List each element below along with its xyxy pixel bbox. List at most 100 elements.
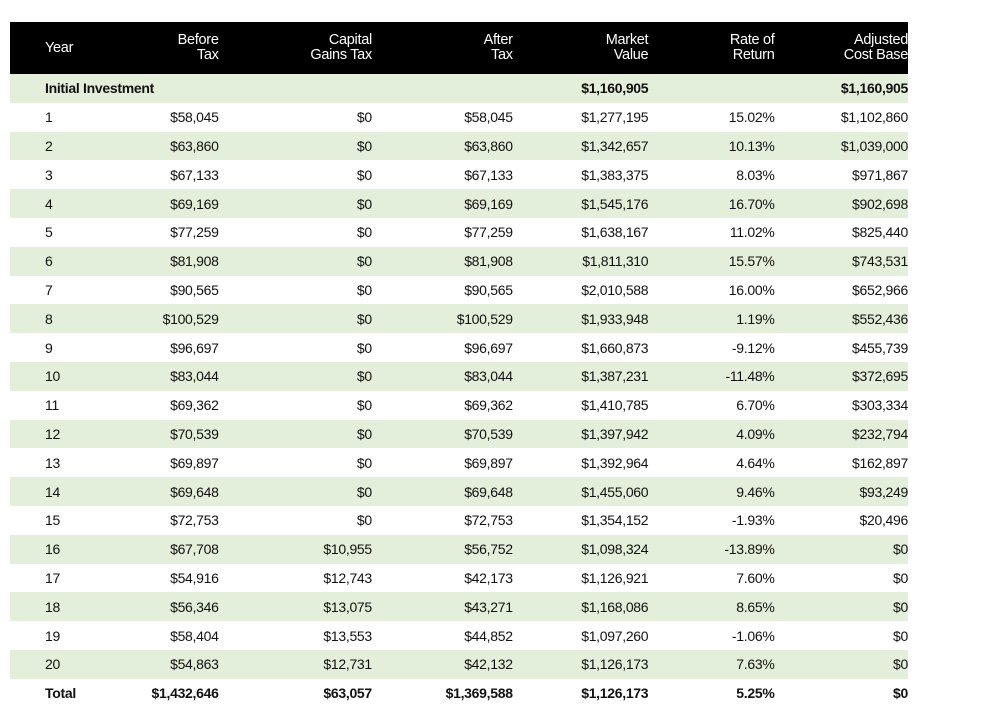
total-after-tax: $1,369,588 [445,685,513,702]
cell-year: 5 [45,224,53,241]
cell-capital-gains-tax: $0 [356,368,372,385]
cell-year: 7 [45,281,53,298]
cell-rate-of-return: 4.64% [736,454,775,471]
cell-after-tax: $83,044 [464,368,513,385]
cell-adjusted-cost-base: $162,897 [852,454,908,471]
table-row: 5 $77,259 $0 $77,259 $1,638,167 11.02% $825,44… [10,218,908,247]
cell-adjusted-cost-base: $652,966 [852,281,908,298]
cell-capital-gains-tax: $0 [356,109,372,126]
cell-after-tax: $69,169 [464,195,513,212]
cell-before-tax: $100,529 [162,310,219,327]
cell-after-tax: $81,908 [464,253,513,270]
header-line: Rate of [729,32,775,48]
cell-market-value: $1,342,657 [581,137,649,154]
cell-before-tax: $90,565 [170,281,219,298]
table-row: 7 $90,565 $0 $90,565 $2,010,588 16.00% $652,96… [10,276,908,305]
cell-year: 13 [45,454,60,471]
total-capital-gains-tax: $63,057 [323,685,372,702]
cell-rate-of-return: 1.19% [736,310,775,327]
header-adjusted-cost-base: Adjusted Cost Base [774,22,909,74]
table-row: 14 $69,648 $0 $69,648 $1,455,060 9.46% $93,249 [10,477,908,506]
table-row: 8 $100,529 $0 $100,529 $1,933,948 1.19% $552,4… [10,304,908,334]
cell-market-value: $1,392,964 [581,454,649,471]
cell-year: 12 [45,425,60,442]
cell-after-tax: $42,132 [464,656,513,673]
header-line: Gains Tax [310,47,372,63]
cell-after-tax: $70,539 [464,425,513,442]
cell-after-tax: $90,565 [464,281,513,298]
cell-before-tax: $54,863 [170,656,219,673]
header-line: Capital [328,32,372,48]
cell-adjusted-cost-base: $20,496 [859,512,908,529]
cell-year: 18 [45,598,60,615]
cell-rate-of-return: -13.89% [724,541,775,558]
cell-adjusted-cost-base: $552,436 [852,310,908,327]
cell-before-tax: $69,169 [170,195,219,212]
table-row: 3 $67,133 $0 $67,133 $1,383,375 8.03% $971,867 [10,160,908,189]
cell-rate-of-return: -1.93% [731,512,775,529]
cell-before-tax: $67,708 [170,541,219,558]
cell-adjusted-cost-base: $0 [893,656,908,673]
cell-capital-gains-tax: $0 [356,137,372,154]
table-row: 2 $63,860 $0 $63,860 $1,342,657 10.13% $1,039,… [10,131,908,161]
cell-before-tax: $69,362 [170,397,219,414]
cell-after-tax: $77,259 [464,224,513,241]
cell-before-tax: $63,860 [170,137,219,154]
cell-year: 1 [45,109,53,126]
cell-year: 14 [45,483,60,500]
cell-after-tax: $96,697 [464,339,513,356]
initial-adjusted-cost-base: $1,160,905 [840,80,908,97]
cell-adjusted-cost-base: $93,249 [859,483,908,500]
cell-rate-of-return: 7.60% [736,569,775,586]
cell-market-value: $1,455,060 [581,483,649,500]
table-row: 16 $67,708 $10,955 $56,752 $1,098,324 -13.89%… [10,534,908,564]
initial-investment-label: Initial Investment [45,80,154,97]
cell-after-tax: $42,173 [464,569,513,586]
cell-adjusted-cost-base: $0 [893,627,908,644]
cell-capital-gains-tax: $0 [356,397,372,414]
cell-after-tax: $56,752 [464,541,513,558]
cell-market-value: $1,126,921 [581,569,649,586]
cell-adjusted-cost-base: $743,531 [852,253,908,270]
cell-rate-of-return: 16.00% [728,281,775,298]
cell-year: 8 [45,310,53,327]
cell-capital-gains-tax: $0 [356,253,372,270]
cell-year: 4 [45,195,53,212]
cell-market-value: $1,168,086 [581,598,649,615]
table-cell [648,74,774,103]
cell-before-tax: $67,133 [170,166,219,183]
cell-after-tax: $72,753 [464,512,513,529]
cell-before-tax: $69,897 [170,454,219,471]
cell-before-tax: $81,908 [170,253,219,270]
cell-before-tax: $83,044 [170,368,219,385]
cell-capital-gains-tax: $0 [356,339,372,356]
cell-rate-of-return: 15.57% [728,253,775,270]
header-year: Year [10,22,135,74]
cell-adjusted-cost-base: $1,039,000 [840,137,908,154]
table-row: 1 $58,045 $0 $58,045 $1,277,195 15.02% $1,102,… [10,103,908,132]
cell-after-tax: $69,648 [464,483,513,500]
cell-rate-of-return: 15.02% [728,109,775,126]
cell-year: 6 [45,253,53,270]
cell-market-value: $1,277,195 [581,109,649,126]
table-row: 13 $69,897 $0 $69,897 $1,392,964 4.64% $162,89… [10,448,908,477]
cell-rate-of-return: 7.63% [736,656,775,673]
header-line: After [483,32,513,48]
cell-after-tax: $44,852 [464,627,513,644]
table-cell [372,74,513,103]
cell-rate-of-return: 9.46% [736,483,775,500]
cell-adjusted-cost-base: $0 [893,569,908,586]
initial-investment-row: Initial Investment $1,160,905 $1,160,905 [10,74,908,103]
header-line: Value [613,47,649,63]
cell-market-value: $1,397,942 [581,425,649,442]
cell-after-tax: $69,362 [464,397,513,414]
table-row: 19 $58,404 $13,553 $44,852 $1,097,260 -1.06% $… [10,621,908,650]
header-line: Return [732,47,775,63]
cell-after-tax: $63,860 [464,137,513,154]
total-label: Total [45,685,76,702]
cell-before-tax: $77,259 [170,224,219,241]
cell-year: 3 [45,166,53,183]
cell-adjusted-cost-base: $971,867 [852,166,908,183]
header-after-tax: After Tax [372,22,513,74]
cell-before-tax: $56,346 [170,598,219,615]
